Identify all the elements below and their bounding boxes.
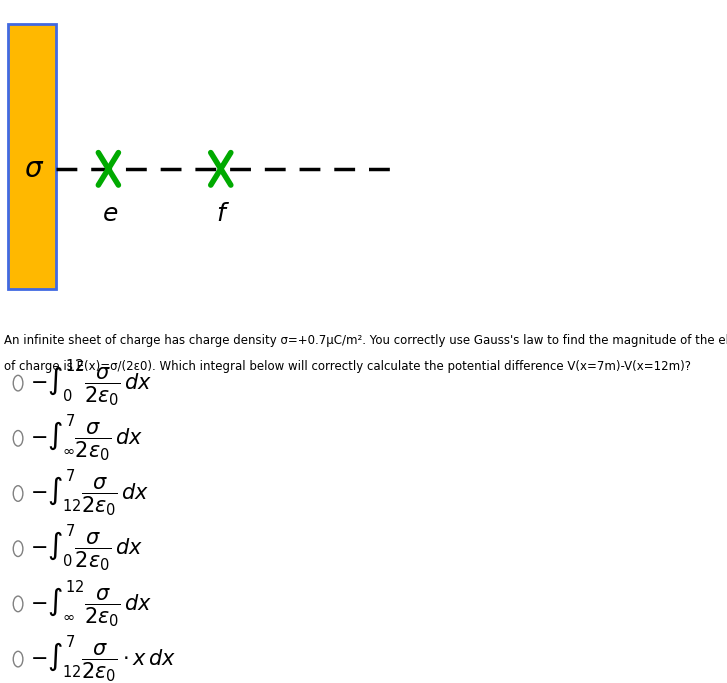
Text: $e$: $e$: [103, 202, 119, 226]
Text: $-\int_{\infty}^{12}\dfrac{\sigma}{2\varepsilon_0}\,dx$: $-\int_{\infty}^{12}\dfrac{\sigma}{2\var…: [30, 578, 153, 630]
Text: An infinite sheet of charge has charge density σ=+0.7μC/m². You correctly use Ga: An infinite sheet of charge has charge d…: [4, 335, 727, 348]
Text: $-\int_0^{7}\dfrac{\sigma}{2\varepsilon_0}\,dx$: $-\int_0^{7}\dfrac{\sigma}{2\varepsilon_…: [30, 523, 143, 574]
Text: $-\int_0^{12}\dfrac{\sigma}{2\varepsilon_0}\,dx$: $-\int_0^{12}\dfrac{\sigma}{2\varepsilon…: [30, 357, 153, 409]
Text: $-\int_{12}^{7}\dfrac{\sigma}{2\varepsilon_0}\,dx$: $-\int_{12}^{7}\dfrac{\sigma}{2\varepsil…: [30, 468, 149, 519]
Text: $-\int_{\infty}^{7}\dfrac{\sigma}{2\varepsilon_0}\,dx$: $-\int_{\infty}^{7}\dfrac{\sigma}{2\vare…: [30, 413, 143, 464]
Text: $f$: $f$: [216, 202, 230, 226]
Text: of charge is E(x)=σ/(2ε0). Which integral below will correctly calculate the pot: of charge is E(x)=σ/(2ε0). Which integra…: [4, 361, 691, 374]
Text: $\sigma$: $\sigma$: [24, 155, 44, 183]
FancyBboxPatch shape: [8, 24, 56, 289]
Text: $-\int_{12}^{7}\dfrac{\sigma}{2\varepsilon_0}\cdot x\,dx$: $-\int_{12}^{7}\dfrac{\sigma}{2\varepsil…: [30, 633, 177, 683]
